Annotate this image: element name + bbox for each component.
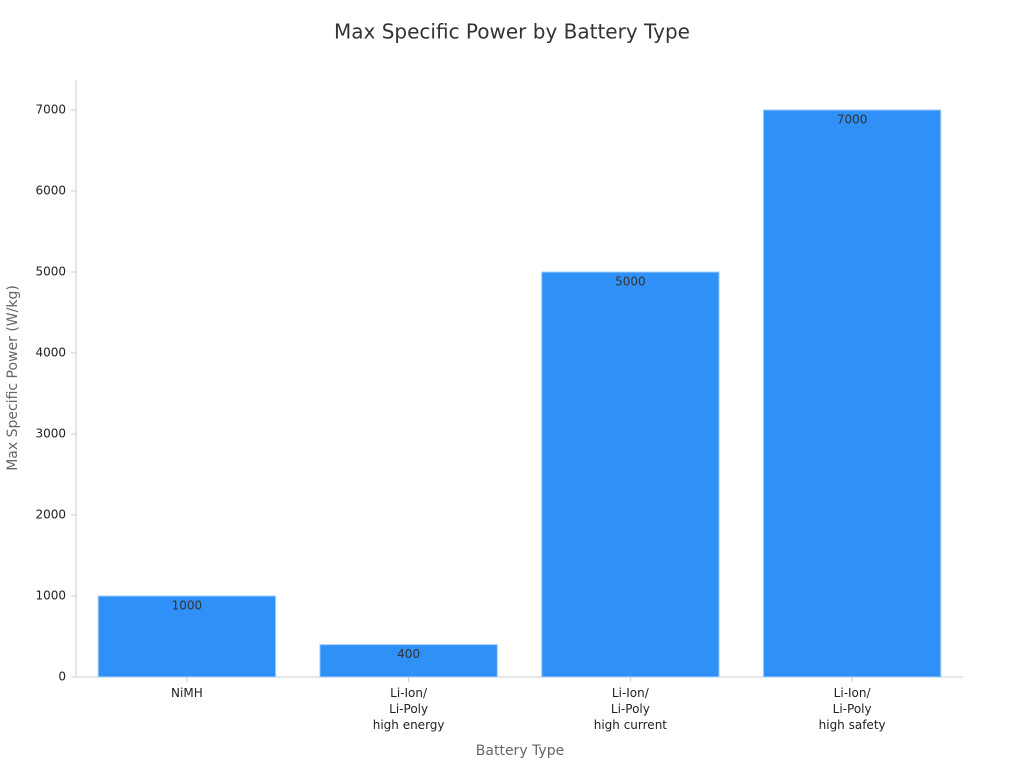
y-tick-label: 6000 [35, 183, 66, 197]
bar [762, 109, 942, 678]
value-label: 7000 [837, 112, 868, 126]
bar [541, 271, 720, 678]
y-tick-label: 1000 [35, 588, 66, 602]
y-tick-label: 2000 [35, 507, 66, 521]
y-tick-label: 7000 [35, 102, 66, 116]
y-tick-label: 5000 [35, 264, 66, 278]
value-label: 5000 [615, 274, 646, 288]
chart-title: Max Specific Power by Battery Type [334, 20, 690, 44]
y-axis-label: Max Specific Power (W/kg) [5, 285, 21, 471]
x-tick-label: Li-Ion/Li-Poly high energy [373, 686, 445, 732]
bar [97, 595, 277, 678]
y-tick-label: 0 [58, 670, 66, 684]
value-label: 400 [397, 647, 420, 661]
value-label: 1000 [172, 598, 203, 612]
bar [319, 644, 498, 678]
x-tick-label: Li-Ion/Li-Poly high safety [819, 686, 886, 732]
x-tick-label: NiMH [171, 686, 203, 700]
x-axis-label: Battery Type [476, 743, 564, 759]
y-tick-label: 4000 [35, 345, 66, 359]
x-tick-label: Li-Ion/Li-Poly high current [594, 686, 668, 732]
y-tick-label: 3000 [35, 426, 66, 440]
